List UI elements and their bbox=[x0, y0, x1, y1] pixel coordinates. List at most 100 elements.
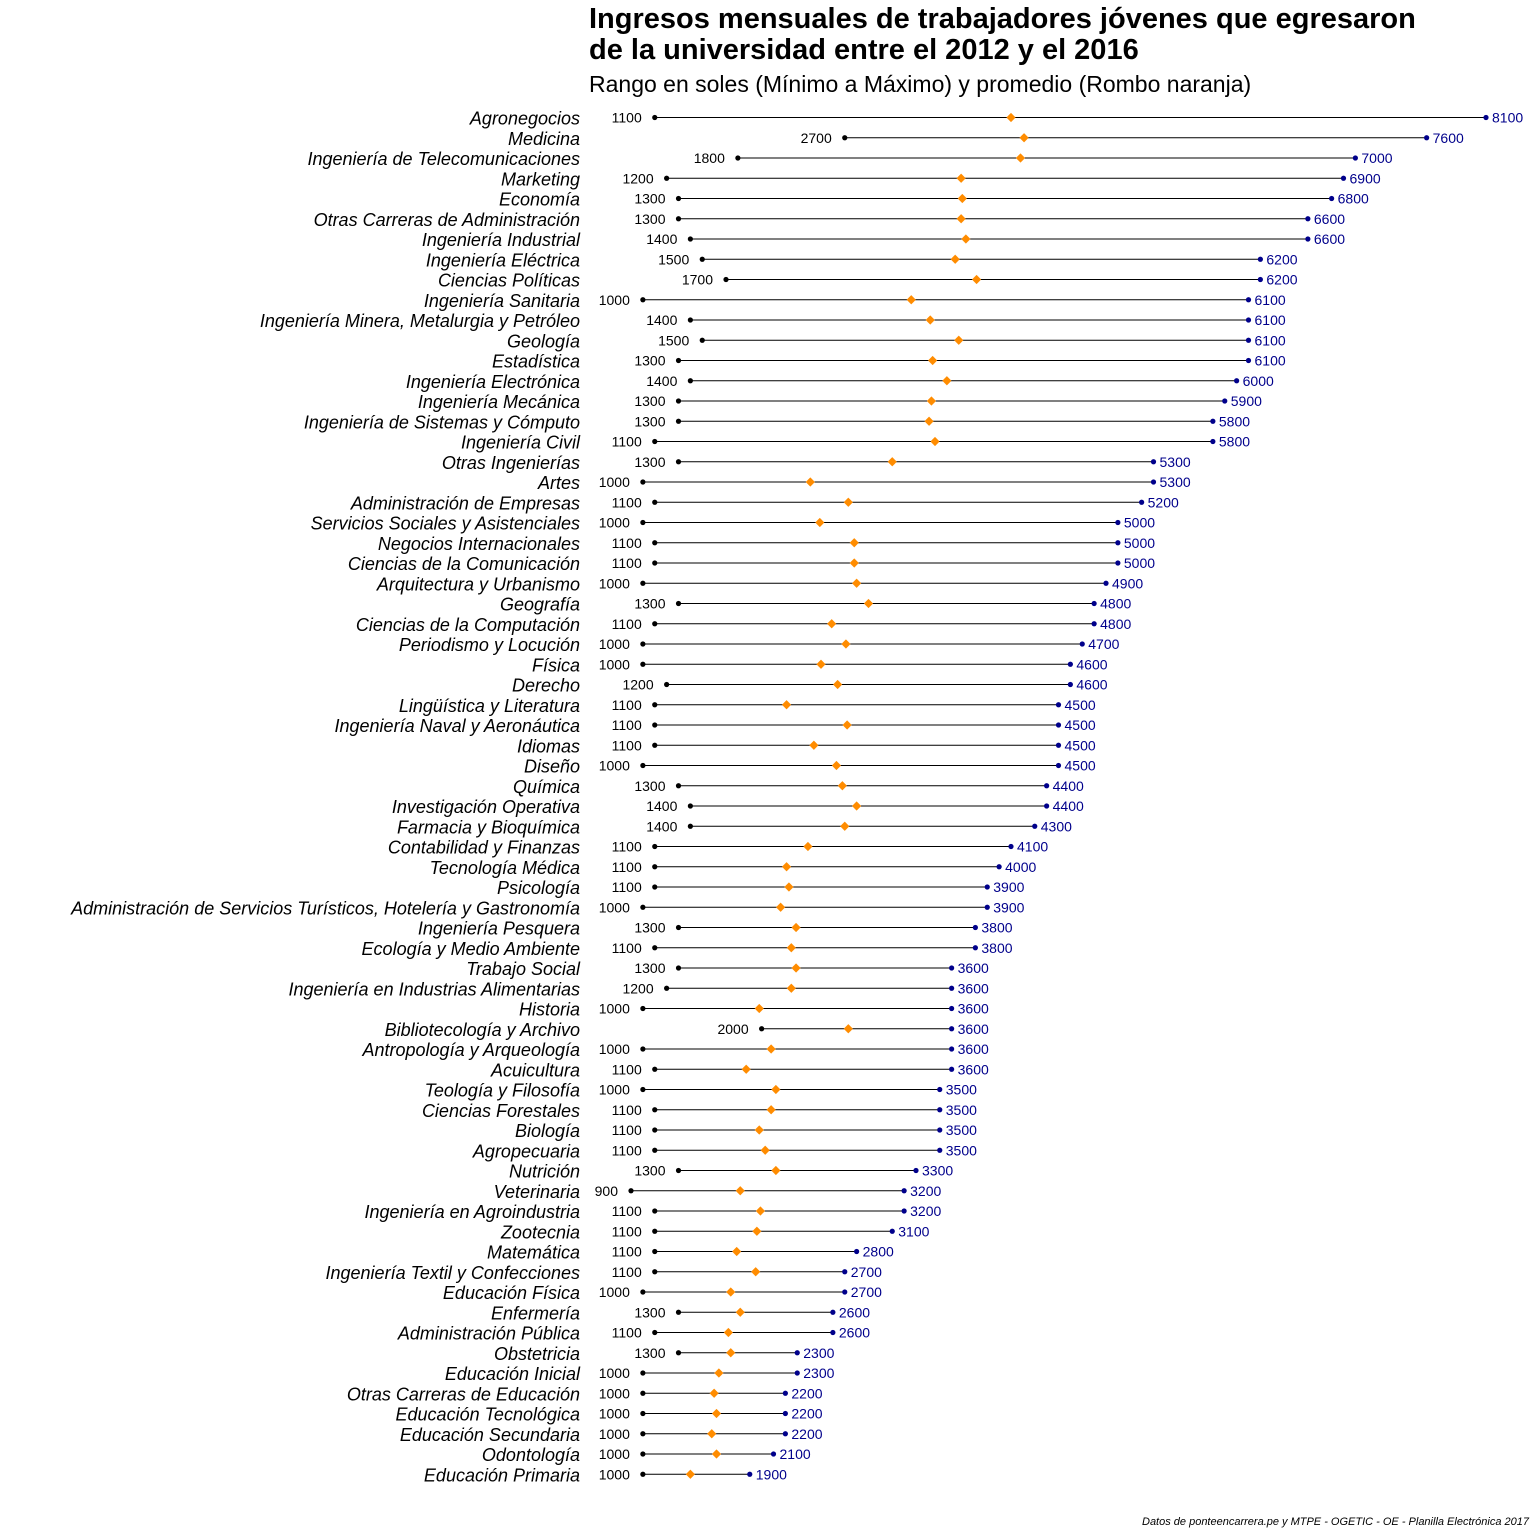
min-point-ingenieria-de-sistemas-y-computo bbox=[675, 418, 682, 424]
max-point-zootecnia bbox=[889, 1228, 895, 1234]
min-point-enfermeria bbox=[675, 1309, 682, 1315]
mean-diamond-medicina bbox=[1019, 133, 1029, 143]
max-value-label-odontologia: 2100 bbox=[780, 1446, 811, 1462]
mean-diamond-negocios-internacionales bbox=[849, 538, 859, 548]
min-value-label-geologia: 1500 bbox=[658, 332, 689, 348]
min-value-label-otras-ingenierias: 1300 bbox=[634, 454, 665, 470]
min-point-ingenieria-naval-y-aeronautica bbox=[652, 722, 658, 728]
category-label-linguistica-y-literatura: Lingüística y Literatura bbox=[399, 696, 580, 716]
max-point-otras-ingenierias bbox=[1150, 459, 1157, 465]
max-value-label-educacion-tecnologica: 2200 bbox=[791, 1406, 822, 1422]
min-point-economia bbox=[675, 195, 682, 202]
max-value-label-ingenieria-industrial: 6600 bbox=[1314, 231, 1345, 247]
category-label-ingenieria-textil-y-confecciones: Ingeniería Textil y Confecciones bbox=[326, 1263, 580, 1283]
max-value-label-enfermeria: 2600 bbox=[839, 1304, 870, 1320]
min-point-estadistica bbox=[675, 357, 682, 364]
category-label-ingenieria-sanitaria: Ingeniería Sanitaria bbox=[424, 291, 580, 311]
max-value-label-economia: 6800 bbox=[1338, 191, 1369, 207]
min-point-periodismo-y-locucion bbox=[640, 641, 646, 647]
mean-diamond-ciencias-de-la-comunicacion bbox=[849, 558, 859, 568]
min-value-label-arquitectura-y-urbanismo: 1000 bbox=[599, 575, 630, 591]
chart-title: Ingresos mensuales de trabajadores jóven… bbox=[589, 4, 1416, 66]
min-value-label-artes: 1000 bbox=[599, 474, 630, 490]
max-point-ingenieria-civil bbox=[1210, 438, 1216, 445]
category-label-otras-carreras-de-educacion: Otras Carreras de Educación bbox=[347, 1384, 580, 1404]
chart-title-line-1: Ingresos mensuales de trabajadores jóven… bbox=[589, 3, 1416, 35]
max-value-label-trabajo-social: 3600 bbox=[958, 960, 989, 976]
category-label-geografia: Geografía bbox=[500, 595, 580, 615]
min-point-educacion-primaria bbox=[640, 1471, 646, 1477]
max-point-matematica bbox=[854, 1248, 860, 1255]
max-value-label-ciencias-de-la-comunicacion: 5000 bbox=[1124, 555, 1155, 571]
min-point-ingenieria-en-industrias-alimentarias bbox=[664, 985, 670, 991]
min-value-label-educacion-inicial: 1000 bbox=[599, 1365, 630, 1381]
min-value-label-ciencias-politicas: 1700 bbox=[682, 272, 713, 288]
min-point-administracion-de-empresas bbox=[652, 499, 658, 505]
min-value-label-bibliotecologia-y-archivo: 2000 bbox=[717, 1021, 748, 1037]
min-value-label-linguistica-y-literatura: 1100 bbox=[612, 697, 642, 713]
category-label-otras-ingenierias: Otras Ingenierías bbox=[442, 453, 580, 473]
max-point-teologia-y-filosofia bbox=[937, 1086, 943, 1093]
min-value-label-ingenieria-mecanica: 1300 bbox=[634, 393, 665, 409]
min-value-label-negocios-internacionales: 1100 bbox=[612, 535, 642, 551]
min-point-otras-carreras-de-educacion bbox=[640, 1390, 646, 1396]
min-value-label-economia: 1300 bbox=[634, 191, 665, 207]
min-value-label-ingenieria-en-industrias-alimentarias: 1200 bbox=[622, 980, 653, 996]
max-point-ingenieria-pesquera bbox=[972, 924, 978, 931]
category-label-marketing: Marketing bbox=[501, 169, 580, 189]
min-point-odontologia bbox=[640, 1451, 646, 1457]
mean-diamond-zootecnia bbox=[752, 1226, 762, 1236]
max-value-label-educacion-inicial: 2300 bbox=[803, 1365, 834, 1381]
category-label-ciencias-forestales: Ciencias Forestales bbox=[422, 1101, 580, 1121]
min-value-label-historia: 1000 bbox=[599, 1001, 630, 1017]
mean-diamond-ciencias-de-la-computacion bbox=[827, 619, 837, 629]
min-point-ingenieria-en-agroindustria bbox=[652, 1208, 658, 1214]
max-value-label-fisica: 4600 bbox=[1076, 656, 1107, 672]
max-value-label-medicina: 7600 bbox=[1433, 130, 1464, 146]
mean-diamond-educacion-secundaria bbox=[707, 1429, 717, 1439]
category-label-trabajo-social: Trabajo Social bbox=[466, 959, 581, 979]
max-point-administracion-de-servicios-turisticos-hoteleria-y-gastronomia bbox=[984, 904, 990, 910]
min-point-diseno bbox=[640, 762, 646, 769]
category-label-educacion-fisica: Educación Física bbox=[443, 1283, 580, 1303]
min-point-farmacia-y-bioquimica bbox=[687, 823, 693, 829]
mean-diamond-ingenieria-sanitaria bbox=[906, 295, 916, 305]
category-label-enfermeria: Enfermería bbox=[491, 1303, 580, 1323]
min-value-label-ciencias-de-la-comunicacion: 1100 bbox=[612, 555, 642, 571]
mean-diamond-agropecuaria bbox=[760, 1145, 770, 1155]
category-label-quimica: Química bbox=[513, 777, 580, 797]
category-label-acuicultura: Acuicultura bbox=[490, 1060, 580, 1080]
max-value-label-historia: 3600 bbox=[958, 1001, 989, 1017]
category-label-educacion-primaria: Educación Primaria bbox=[424, 1465, 580, 1485]
category-label-tecnologia-medica: Tecnología Médica bbox=[430, 858, 580, 878]
min-point-servicios-sociales-y-asistenciales bbox=[640, 519, 646, 526]
max-value-label-teologia-y-filosofia: 3500 bbox=[946, 1082, 977, 1098]
min-point-trabajo-social bbox=[675, 965, 682, 971]
max-point-otras-carreras-de-educacion bbox=[782, 1390, 788, 1396]
mean-diamond-ingenieria-mecanica bbox=[926, 396, 937, 406]
max-value-label-ingenieria-minera-metalurgia-y-petroleo: 6100 bbox=[1255, 312, 1286, 328]
min-point-ingenieria-civil bbox=[652, 438, 658, 445]
category-label-ingenieria-electronica: Ingeniería Electrónica bbox=[406, 372, 580, 392]
max-value-label-administracion-de-servicios-turisticos-hoteleria-y-gastronomia: 3900 bbox=[993, 899, 1024, 915]
min-value-label-administracion-de-empresas: 1100 bbox=[612, 494, 642, 510]
category-label-estadistica: Estadística bbox=[492, 352, 580, 372]
max-value-label-artes: 5300 bbox=[1160, 474, 1191, 490]
mean-diamond-ingenieria-electronica bbox=[942, 376, 952, 386]
max-point-ingenieria-electrica bbox=[1257, 256, 1263, 262]
max-point-ingenieria-de-sistemas-y-computo bbox=[1210, 418, 1216, 424]
max-point-ingenieria-industrial bbox=[1305, 236, 1311, 242]
max-point-periodismo-y-locucion bbox=[1079, 641, 1085, 647]
max-value-label-periodismo-y-locucion: 4700 bbox=[1088, 636, 1119, 652]
mean-diamond-ingenieria-pesquera bbox=[791, 922, 801, 933]
category-label-ingenieria-naval-y-aeronautica: Ingeniería Naval y Aeronáutica bbox=[335, 716, 580, 736]
mean-diamond-marketing bbox=[956, 173, 966, 183]
min-value-label-trabajo-social: 1300 bbox=[634, 960, 665, 976]
max-point-contabilidad-y-finanzas bbox=[1008, 843, 1014, 850]
max-point-ingenieria-naval-y-aeronautica bbox=[1055, 722, 1062, 728]
category-label-administracion-de-servicios-turisticos-hoteleria-y-gastronomia: Administración de Servicios Turísticos, … bbox=[70, 898, 580, 918]
mean-diamond-odontologia bbox=[711, 1449, 722, 1459]
max-value-label-linguistica-y-literatura: 4500 bbox=[1065, 697, 1096, 713]
min-point-geografia bbox=[675, 600, 682, 607]
max-value-label-ingenieria-en-industrias-alimentarias: 3600 bbox=[958, 980, 989, 996]
